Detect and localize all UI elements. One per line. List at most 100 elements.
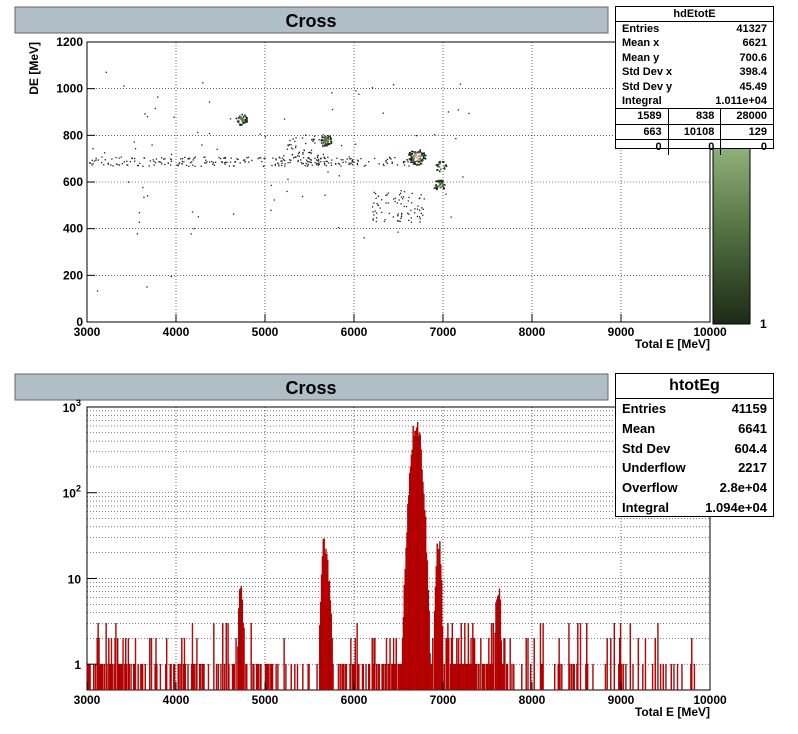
- histogram-bar: [290, 663, 292, 691]
- histogram-bar: [332, 663, 334, 691]
- scatter-point: [304, 134, 307, 136]
- scatter-point: [189, 162, 192, 164]
- histogram-bar: [207, 663, 210, 691]
- scatter-point: [414, 161, 417, 163]
- scatter-point: [334, 162, 337, 165]
- scatter-point: [355, 90, 357, 92]
- histogram-bar: [443, 663, 446, 691]
- stats-row: Std Dev x 398.4: [616, 65, 773, 79]
- stats-label: Mean: [622, 420, 656, 436]
- cluster-cell: [438, 163, 440, 166]
- cluster-cell: [436, 187, 439, 189]
- cluster-cell: [241, 123, 243, 126]
- histogram-bar: [625, 663, 627, 691]
- scatter-point: [301, 137, 304, 139]
- scatter-point: [388, 156, 391, 158]
- histogram-bar: [196, 638, 198, 691]
- histogram-bar: [492, 623, 494, 691]
- cluster-cell: [442, 161, 445, 163]
- scatter-point: [311, 164, 313, 166]
- scatter-point: [372, 211, 374, 213]
- scatter-point: [244, 161, 246, 163]
- cluster-cell: [238, 123, 241, 126]
- scatter-point: [373, 214, 375, 216]
- histogram-bar: [106, 663, 108, 691]
- scatter-point: [322, 142, 325, 144]
- scatter-point: [350, 163, 352, 165]
- cluster-cell: [439, 162, 442, 165]
- scatter-point: [312, 138, 314, 140]
- scatter-point: [351, 161, 353, 163]
- x-axis-ticks-1: 3000 4000 5000 6000 7000 8000 9000 10000: [74, 314, 727, 339]
- x-axis-label-2: Total E [MeV]: [635, 705, 710, 719]
- scatter-point: [352, 161, 354, 163]
- stats-label: Std Dev: [622, 440, 671, 456]
- stats-value: 6621: [742, 37, 767, 50]
- tick-label-x: 3000: [74, 693, 101, 707]
- cluster-cell: [441, 181, 443, 183]
- histogram-bar: [233, 663, 235, 691]
- cluster-cell: [441, 184, 444, 186]
- scatter-point: [410, 217, 412, 219]
- scatter-point: [170, 158, 172, 160]
- histogram-bar: [159, 663, 162, 691]
- cluster-cell: [438, 179, 440, 182]
- cluster-cell: [410, 155, 413, 158]
- scatter-point: [400, 196, 403, 198]
- scatter-point: [242, 159, 245, 161]
- histogram-bar: [141, 663, 144, 691]
- scatter-point: [397, 213, 399, 215]
- scatter-point: [353, 161, 355, 163]
- histogram-bar: [203, 663, 205, 691]
- scatter-point: [203, 156, 205, 158]
- scatter-point: [190, 233, 192, 235]
- scatter-point: [216, 148, 218, 150]
- scatter-point: [378, 163, 380, 165]
- scatter-point: [323, 136, 325, 138]
- scatter-point: [317, 159, 319, 162]
- scatter-point: [290, 159, 292, 162]
- cluster-cell: [416, 164, 418, 166]
- cluster-cell: [442, 187, 445, 190]
- scatter-point: [214, 161, 217, 163]
- scatter-point: [400, 190, 402, 192]
- stats-row: Mean y 700.6: [616, 51, 773, 65]
- histogram-bar: [693, 663, 696, 691]
- scatter-point: [346, 158, 348, 160]
- stats-row: Integral 1.094e+04: [616, 498, 773, 518]
- histogram-bar: [504, 638, 506, 691]
- scatter-point: [134, 157, 136, 160]
- scatter-point: [392, 216, 394, 218]
- cluster-cell: [322, 140, 325, 142]
- scatter-point: [127, 181, 130, 183]
- scatter-point: [298, 155, 300, 157]
- scatter-point: [101, 161, 103, 164]
- scatter-point: [393, 198, 395, 200]
- cluster-cell: [325, 139, 328, 142]
- histogram-bar: [128, 663, 130, 691]
- tick-label-x: 10000: [693, 325, 727, 339]
- histogram-bar: [149, 638, 151, 691]
- scatter-point: [372, 218, 374, 220]
- cluster-cell: [419, 163, 422, 165]
- scatter-point: [414, 212, 416, 214]
- tick-label-x: 3000: [74, 325, 101, 339]
- scatter-point: [354, 143, 357, 145]
- quadrant-row: 663 10108 129: [616, 123, 773, 140]
- stats-row: Std Dev y 45.49: [616, 80, 773, 94]
- histogram-bar: [181, 638, 183, 691]
- scatter-point: [107, 163, 109, 165]
- scatter-point: [224, 157, 226, 159]
- histogram-bar: [358, 663, 360, 691]
- scatter-point: [327, 156, 329, 159]
- cluster-cell: [323, 144, 326, 147]
- histogram-bar: [228, 663, 230, 691]
- scatter-point: [312, 139, 315, 141]
- cluster-cell: [439, 183, 441, 186]
- stats-label: Entries: [622, 401, 667, 416]
- histogram-bar: [629, 623, 632, 691]
- scatter-point: [204, 156, 206, 158]
- histogram-bar: [235, 638, 237, 691]
- scatter-point: [305, 162, 307, 165]
- histogram-bar: [385, 638, 388, 691]
